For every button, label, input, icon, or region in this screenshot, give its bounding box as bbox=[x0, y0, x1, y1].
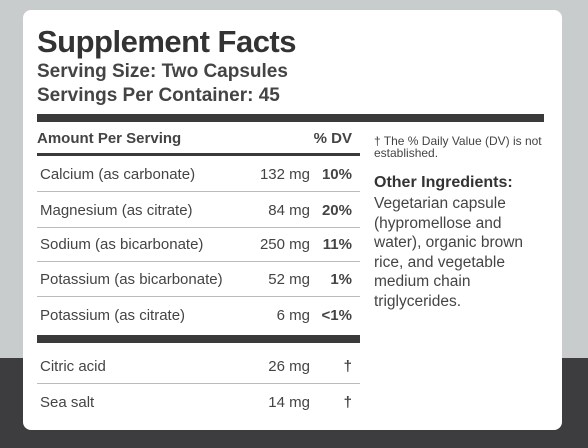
nutrient-amount: 52 mg bbox=[268, 271, 310, 288]
servings-per-container: Servings Per Container: 45 bbox=[37, 85, 280, 106]
nutrient-name: Potassium (as citrate) bbox=[40, 307, 186, 324]
table-row: Sea salt 14 mg † bbox=[37, 384, 360, 419]
table-row: Magnesium (as citrate) 84 mg 20% bbox=[37, 192, 360, 228]
table-row: Potassium (as citrate) 6 mg <1% bbox=[37, 297, 360, 332]
nutrient-dv: 11% bbox=[322, 236, 352, 253]
supplement-facts-panel: Supplement Facts Serving Size: Two Capsu… bbox=[23, 10, 562, 430]
table-row: Potassium (as bicarbonate) 52 mg 1% bbox=[37, 261, 360, 297]
dv-footnote: † The % Daily Value (DV) is not establis… bbox=[374, 134, 542, 160]
nutrient-amount: 84 mg bbox=[268, 202, 310, 219]
nutrient-amount: 6 mg bbox=[276, 307, 310, 324]
panel-title: Supplement Facts bbox=[37, 24, 297, 59]
header-amount-per-serving: Amount Per Serving bbox=[37, 130, 182, 147]
ingredient-dv: † bbox=[343, 394, 352, 411]
nutrient-name: Sodium (as bicarbonate) bbox=[40, 236, 204, 253]
nutrient-name: Calcium (as carbonate) bbox=[40, 166, 196, 183]
nutrient-amount: 250 mg bbox=[259, 236, 310, 253]
table-header: Amount Per Serving % DV bbox=[37, 130, 360, 147]
table-row: Calcium (as carbonate) 132 mg 10% bbox=[37, 156, 360, 192]
nutrient-dv: 1% bbox=[330, 271, 352, 288]
nutrient-dv: 20% bbox=[321, 202, 352, 219]
divider-thick bbox=[37, 114, 544, 122]
nutrient-dv: <1% bbox=[321, 307, 352, 324]
ingredient-dv: † bbox=[343, 358, 352, 375]
other-ingredients-text: Vegetarian capsule (hypromellose and wat… bbox=[374, 195, 524, 310]
ingredient-name: Citric acid bbox=[40, 358, 106, 375]
nutrient-name: Potassium (as bicarbonate) bbox=[40, 271, 223, 288]
table-row: Sodium (as bicarbonate) 250 mg 11% bbox=[37, 226, 360, 262]
nutrient-name: Magnesium (as citrate) bbox=[40, 202, 193, 219]
divider-medium bbox=[37, 153, 360, 156]
other-ingredients-heading: Other Ingredients: bbox=[374, 174, 513, 191]
nutrient-dv: 10% bbox=[321, 166, 352, 183]
table-row: Citric acid 26 mg † bbox=[37, 348, 360, 384]
serving-size: Serving Size: Two Capsules bbox=[37, 61, 288, 82]
ingredient-amount: 26 mg bbox=[268, 358, 310, 375]
nutrient-amount: 132 mg bbox=[259, 166, 310, 183]
ingredient-name: Sea salt bbox=[40, 394, 95, 411]
header-daily-value: % DV bbox=[313, 130, 352, 147]
divider-thick bbox=[37, 335, 360, 343]
ingredient-amount: 14 mg bbox=[268, 394, 310, 411]
